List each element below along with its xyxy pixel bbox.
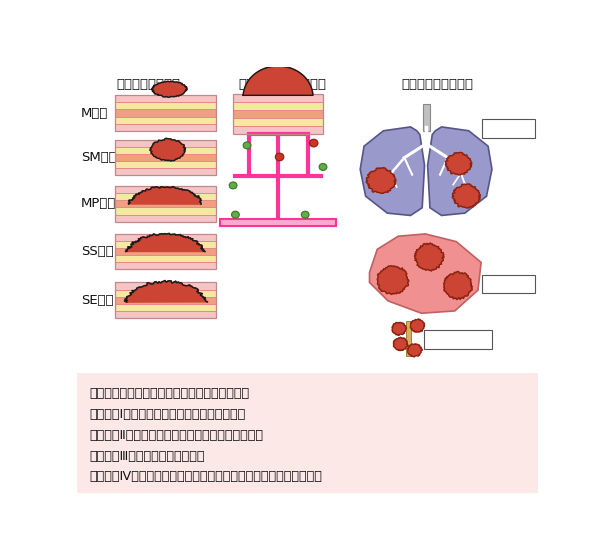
- Text: 遠隔転移による分類: 遠隔転移による分類: [402, 77, 474, 91]
- Ellipse shape: [301, 211, 309, 218]
- Polygon shape: [392, 323, 406, 335]
- Bar: [115, 124, 216, 131]
- Ellipse shape: [229, 182, 237, 189]
- Bar: [115, 95, 216, 131]
- Bar: [115, 234, 216, 270]
- Bar: [115, 168, 216, 175]
- Text: SSがん: SSがん: [81, 245, 114, 258]
- Polygon shape: [360, 127, 425, 216]
- Bar: [115, 311, 216, 318]
- Bar: [406, 321, 410, 355]
- Text: MPがん: MPがん: [81, 197, 116, 211]
- Bar: [422, 104, 430, 131]
- Text: 深達度による分類: 深達度による分類: [116, 77, 181, 91]
- Bar: [115, 193, 216, 201]
- Bar: [115, 186, 216, 193]
- Bar: [115, 116, 216, 124]
- Polygon shape: [370, 234, 481, 313]
- Bar: [115, 290, 216, 297]
- Text: リンパ節転移による分類: リンパ節転移による分類: [239, 77, 327, 91]
- Bar: [233, 118, 323, 126]
- Bar: [115, 140, 216, 175]
- Polygon shape: [415, 243, 444, 271]
- Polygon shape: [124, 281, 208, 302]
- Bar: [115, 95, 216, 102]
- Bar: [115, 241, 216, 248]
- Polygon shape: [407, 344, 422, 357]
- Polygon shape: [428, 127, 492, 216]
- Polygon shape: [394, 338, 408, 351]
- Bar: [233, 102, 323, 110]
- Bar: [115, 110, 216, 116]
- Bar: [115, 255, 216, 262]
- Bar: [115, 186, 216, 222]
- Ellipse shape: [243, 142, 251, 149]
- Polygon shape: [125, 233, 205, 252]
- Text: 肝転移: 肝転移: [496, 277, 520, 291]
- Bar: [115, 214, 216, 222]
- Text: SEがん: SEがん: [81, 294, 114, 307]
- Text: SMがん: SMがん: [81, 151, 117, 164]
- Bar: [220, 218, 336, 226]
- Bar: [115, 234, 216, 241]
- FancyBboxPatch shape: [482, 275, 535, 293]
- Ellipse shape: [232, 211, 239, 218]
- Text: ステージⅣ：血行性転移（肝転移、肺転移）または腹膜播種がある: ステージⅣ：血行性転移（肝転移、肺転移）または腹膜播種がある: [89, 470, 322, 483]
- Bar: [115, 282, 216, 318]
- Polygon shape: [444, 271, 472, 300]
- Polygon shape: [366, 168, 396, 193]
- Polygon shape: [410, 319, 425, 332]
- FancyBboxPatch shape: [482, 119, 535, 138]
- Bar: [115, 304, 216, 311]
- Bar: [233, 110, 323, 118]
- Bar: [115, 282, 216, 290]
- Bar: [115, 248, 216, 255]
- Bar: [115, 147, 216, 154]
- Bar: [115, 201, 216, 207]
- Polygon shape: [243, 66, 313, 95]
- Polygon shape: [150, 139, 185, 161]
- Text: ステージⅢ：リンパ節転移がある: ステージⅢ：リンパ節転移がある: [89, 449, 205, 462]
- Polygon shape: [377, 266, 409, 294]
- Bar: [115, 297, 216, 304]
- Polygon shape: [128, 187, 201, 204]
- Text: ステージⅡ：がんが大腸の壁の外まで浸潤している: ステージⅡ：がんが大腸の壁の外まで浸潤している: [89, 429, 263, 442]
- Ellipse shape: [275, 153, 284, 161]
- Bar: [233, 94, 323, 134]
- Polygon shape: [452, 184, 481, 208]
- Bar: [115, 161, 216, 168]
- Bar: [233, 126, 323, 134]
- Ellipse shape: [319, 163, 327, 170]
- Text: 肺転移: 肺転移: [496, 122, 520, 135]
- Ellipse shape: [310, 139, 318, 147]
- Bar: [115, 262, 216, 270]
- FancyBboxPatch shape: [424, 330, 492, 349]
- Text: ステージ０：がんが粘膜の中にとどまっている: ステージ０：がんが粘膜の中にとどまっている: [89, 387, 249, 400]
- Polygon shape: [151, 81, 187, 97]
- Polygon shape: [445, 153, 472, 175]
- Text: Mがん: Mがん: [81, 106, 109, 120]
- Bar: [115, 154, 216, 161]
- Text: ステージⅠ：がんが大腸の壁にとどまっている: ステージⅠ：がんが大腸の壁にとどまっている: [89, 408, 245, 421]
- FancyBboxPatch shape: [77, 373, 538, 492]
- Bar: [115, 207, 216, 214]
- Bar: [115, 102, 216, 110]
- Bar: [233, 94, 323, 102]
- Bar: [115, 140, 216, 147]
- Text: 腹膜播種: 腹膜播種: [442, 333, 474, 346]
